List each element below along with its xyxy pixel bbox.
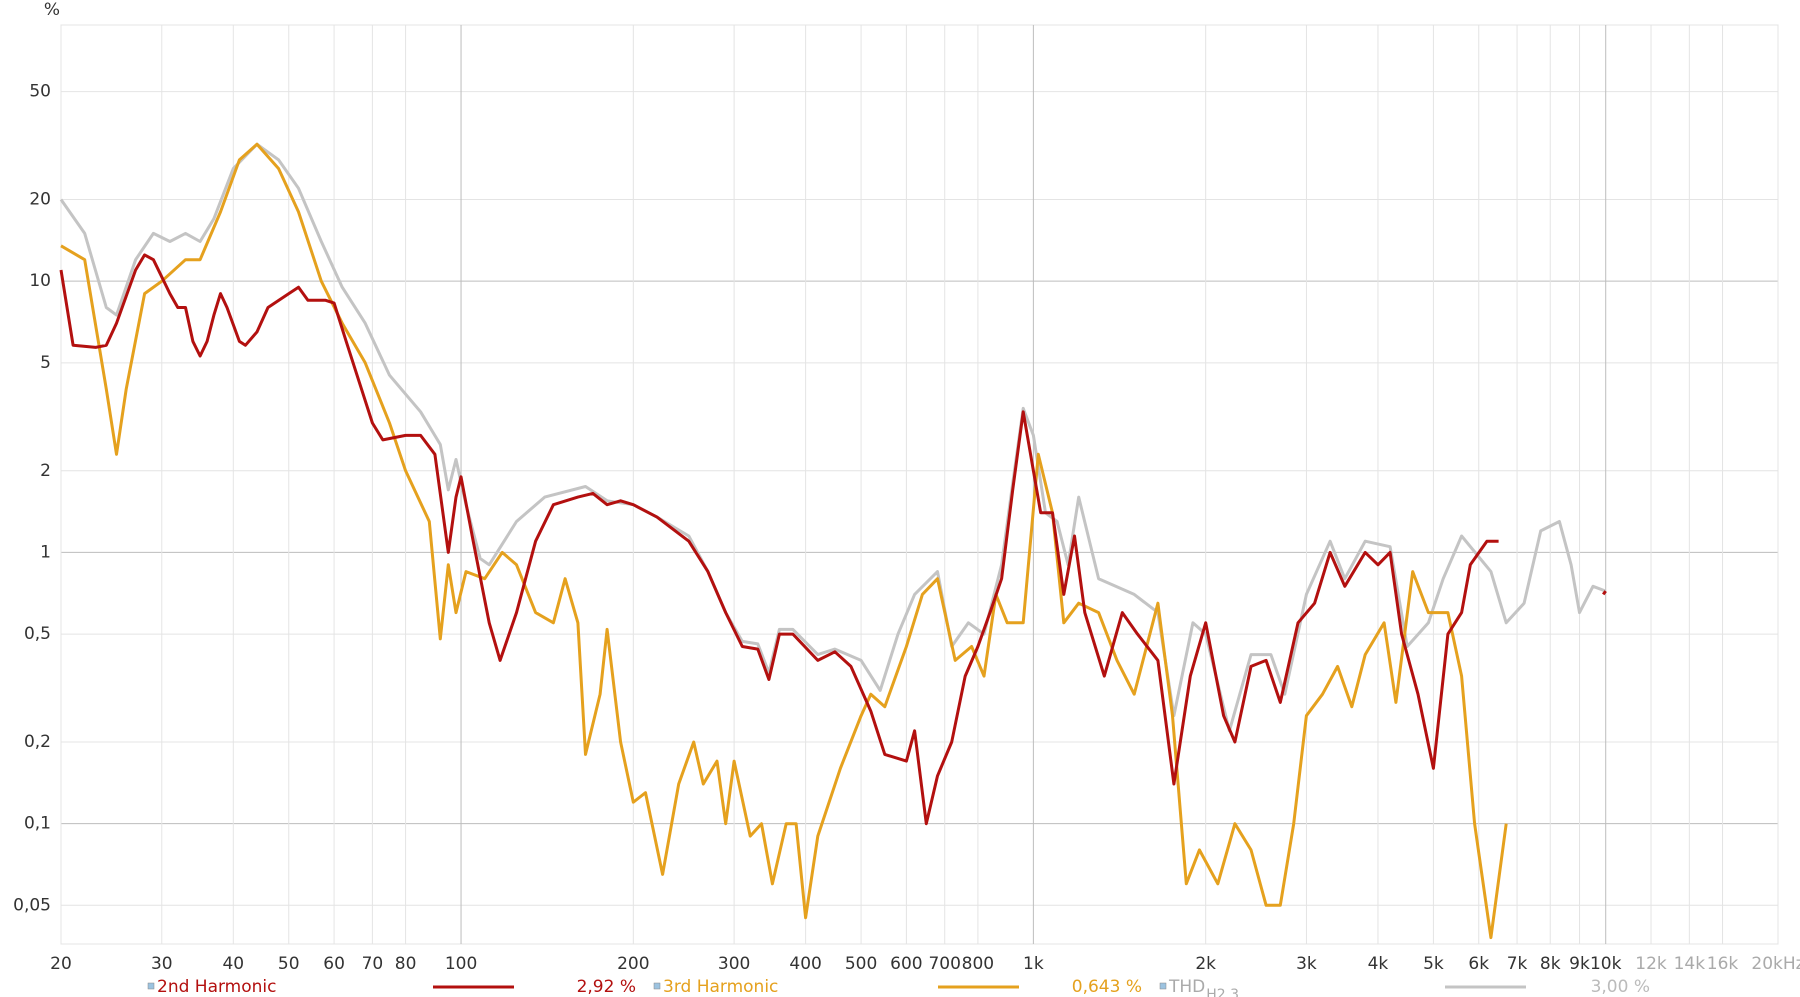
y-tick-label: 0,05 (13, 895, 51, 915)
x-tick-label: 12k (1635, 954, 1667, 974)
series-line (60, 142, 1508, 940)
x-tick-label: 60 (323, 954, 345, 974)
x-tick-label: 20 (50, 954, 72, 974)
x-tick-label: 500 (845, 954, 877, 974)
x-tick-label: 600 (890, 954, 922, 974)
legend-name: THD (1168, 977, 1205, 997)
x-tick-label: 200 (617, 954, 649, 974)
x-tick-label: 20kHz (1751, 954, 1800, 974)
legend-value: 0,643 % (1072, 977, 1142, 997)
x-tick-label: 50 (278, 954, 300, 974)
x-tick-label: 80 (395, 954, 417, 974)
y-tick-label: 20 (29, 190, 51, 210)
y-tick-label: 0,2 (24, 732, 51, 752)
x-tick-label: 4k (1368, 954, 1389, 974)
x-tick-label: 8k (1540, 954, 1561, 974)
y-tick-label: 50 (29, 82, 51, 102)
x-tick-label: 14k (1674, 954, 1706, 974)
legend-value: 2,92 % (577, 977, 636, 997)
series-line (59, 253, 1607, 826)
y-tick-label: 0,1 (24, 814, 51, 834)
legend-value: 3,00 % (1591, 977, 1650, 997)
legend-icon (147, 982, 155, 990)
x-tick-label: 9k (1569, 954, 1590, 974)
y-tick-label: 5 (40, 353, 51, 373)
x-tick-label: 400 (789, 954, 821, 974)
x-tick-label: 16k (1707, 954, 1739, 974)
y-tick-label: 2 (40, 461, 51, 481)
x-tick-label: 300 (718, 954, 750, 974)
x-tick-label: 40 (222, 954, 244, 974)
x-tick-label: 70 (362, 954, 384, 974)
y-tick-label: 1 (40, 542, 51, 562)
plot-area (60, 24, 1779, 945)
x-tick-label: 7k (1507, 954, 1528, 974)
y-tick-label: 0,5 (24, 624, 51, 644)
legend-icon (1159, 982, 1167, 990)
y-unit: % (44, 0, 60, 20)
x-tick-label: 2k (1195, 954, 1216, 974)
legend-name: 3rd Harmonic (663, 977, 778, 997)
y-tick-label: 10 (29, 271, 51, 291)
series-line (59, 142, 1607, 733)
x-tick-label: 10k (1590, 954, 1622, 974)
legend-name: 2nd Harmonic (157, 977, 276, 997)
legend-subscript: H2,3 (1206, 987, 1239, 997)
legend-icon (653, 982, 661, 990)
x-tick-label: 100 (445, 954, 477, 974)
x-tick-label: 1k (1023, 954, 1044, 974)
x-tick-label: 5k (1423, 954, 1444, 974)
x-tick-label: 6k (1468, 954, 1489, 974)
x-tick-label: 800 (962, 954, 994, 974)
x-tick-label: 30 (151, 954, 173, 974)
x-tick-label: 700 (928, 954, 960, 974)
x-tick-label: 3k (1296, 954, 1317, 974)
